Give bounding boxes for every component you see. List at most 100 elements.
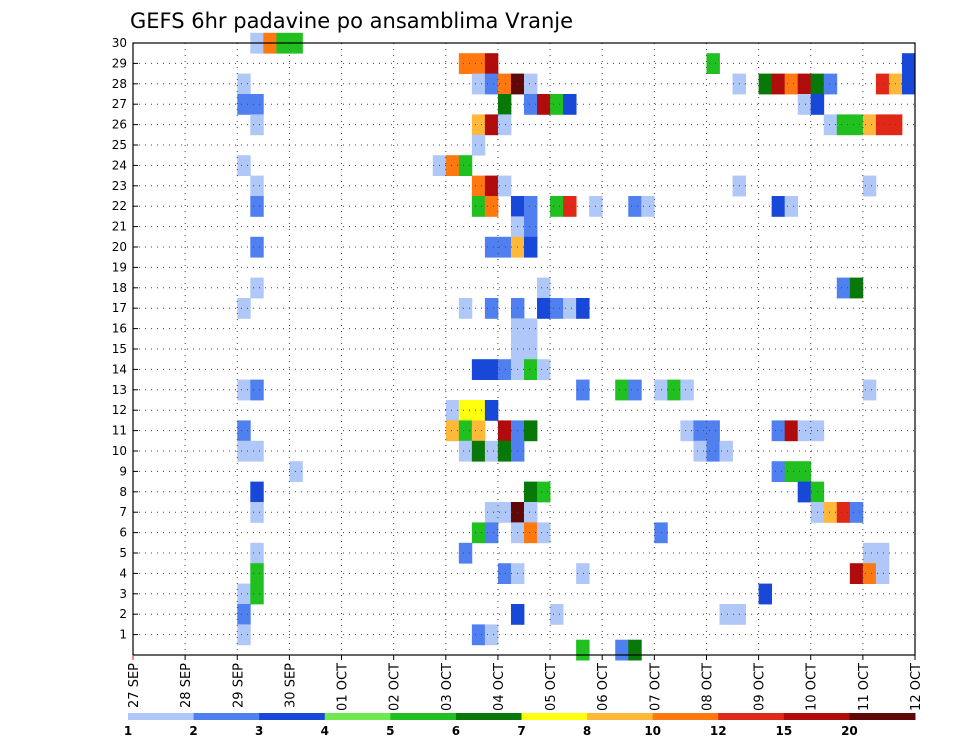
- y-tick-label: 20: [112, 240, 127, 254]
- precip-cell: [497, 420, 512, 442]
- precip-cell: [484, 298, 499, 319]
- precip-cell: [524, 216, 538, 238]
- x-tick-label: 03 OCT: [440, 663, 455, 711]
- precip-cell: [537, 277, 551, 299]
- x-tick-label: 10 OCT: [805, 663, 820, 711]
- precip-cell: [784, 420, 799, 442]
- precip-cell: [563, 94, 577, 115]
- precip-cell: [237, 73, 251, 95]
- precip-cell: [250, 196, 264, 217]
- y-tick-label: 5: [119, 546, 127, 560]
- precip-cell: [458, 53, 473, 74]
- precip-cell: [484, 114, 499, 136]
- x-tick-label: 12 OCT: [909, 663, 924, 711]
- precip-cell: [628, 639, 642, 661]
- precip-cell: [836, 277, 851, 299]
- precip-cell: [862, 114, 877, 136]
- x-tick-label: 09 OCT: [753, 663, 768, 711]
- y-tick-label: 28: [112, 77, 127, 91]
- precip-cell: [524, 196, 538, 217]
- precip-cell: [693, 440, 707, 462]
- precip-cell: [250, 236, 264, 258]
- precip-cell: [784, 461, 799, 482]
- precip-cell: [484, 522, 499, 544]
- precip-cell: [237, 155, 251, 176]
- precip-cell: [836, 114, 851, 136]
- precip-cell: [484, 624, 499, 646]
- precip-cell: [471, 114, 486, 136]
- y-tick-label: 7: [119, 505, 127, 519]
- precip-cell: [524, 420, 538, 442]
- precip-cell: [784, 73, 799, 95]
- colorbar-label: 3: [255, 724, 263, 738]
- x-tick-label: 29 SEP: [231, 663, 246, 708]
- colorbar-label: 1: [124, 724, 132, 738]
- colorbar-swatch: [128, 713, 195, 720]
- grid-lines: [133, 42, 915, 655]
- precip-cell: [471, 53, 486, 74]
- precip-cell: [862, 379, 877, 401]
- precip-cell: [484, 502, 499, 523]
- precip-cell: [237, 440, 251, 462]
- precip-cell: [484, 400, 499, 421]
- precip-cell: [458, 440, 473, 462]
- precip-cell: [550, 604, 564, 625]
- precip-cell: [875, 563, 890, 584]
- precip-cell: [484, 236, 499, 258]
- precip-cell: [719, 604, 733, 625]
- precip-cell: [875, 114, 890, 136]
- precip-cell: [550, 298, 564, 319]
- precip-cell: [797, 420, 812, 442]
- y-tick-label: 21: [112, 220, 127, 234]
- precip-cell: [628, 379, 642, 401]
- colorbar-label: 12: [710, 724, 727, 738]
- precip-cell: [250, 481, 264, 503]
- precip-cell: [550, 196, 564, 217]
- precip-cell: [497, 236, 512, 258]
- precip-cell: [680, 420, 694, 442]
- precip-cell: [797, 94, 812, 115]
- y-tick-label: 2: [119, 607, 127, 621]
- precip-cell: [758, 73, 773, 95]
- precip-cell: [250, 379, 264, 401]
- precip-cell: [615, 639, 629, 661]
- precip-cell: [497, 502, 512, 523]
- y-tick-label: 3: [119, 587, 127, 601]
- precip-cell: [836, 502, 851, 523]
- precip-cell: [471, 522, 486, 544]
- precip-cell: [237, 298, 251, 319]
- precip-cell: [693, 420, 707, 442]
- y-tick-label: 18: [112, 281, 127, 295]
- precip-cell: [471, 175, 486, 197]
- y-tick-label: 24: [112, 158, 127, 172]
- colorbar-swatch: [259, 713, 326, 720]
- colorbar-label: 8: [583, 724, 591, 738]
- precip-cell: [875, 73, 890, 95]
- y-tick-label: 29: [112, 56, 127, 70]
- precip-cell: [250, 563, 264, 584]
- precip-cell: [484, 440, 499, 462]
- colorbar-swatch: [193, 713, 260, 720]
- precip-cell: [706, 420, 720, 442]
- x-tick-label: 04 OCT: [492, 663, 507, 711]
- colorbar-label: 20: [841, 724, 858, 738]
- precip-cell: [250, 502, 264, 523]
- y-tick-label: 19: [112, 260, 127, 274]
- precip-cell: [237, 604, 251, 625]
- precip-cell: [901, 73, 916, 95]
- y-tick-label: 23: [112, 179, 127, 193]
- y-tick-label: 30: [112, 36, 127, 50]
- colorbar: 1 2 3 4 5 6 7 8 10 12 15 20: [124, 713, 916, 738]
- colorbar-swatch: [390, 713, 457, 720]
- precip-cell: [497, 440, 512, 462]
- precip-cell: [576, 379, 590, 401]
- precip-cell: [484, 359, 499, 380]
- precip-cell: [497, 359, 512, 380]
- precip-cell: [289, 461, 303, 482]
- precip-cell: [471, 359, 486, 380]
- y-tick-label: 26: [112, 118, 127, 132]
- precip-cell: [823, 114, 838, 136]
- x-tick-label: 01 OCT: [336, 663, 351, 711]
- precip-cell: [797, 481, 812, 503]
- colorbar-label: 15: [775, 724, 792, 738]
